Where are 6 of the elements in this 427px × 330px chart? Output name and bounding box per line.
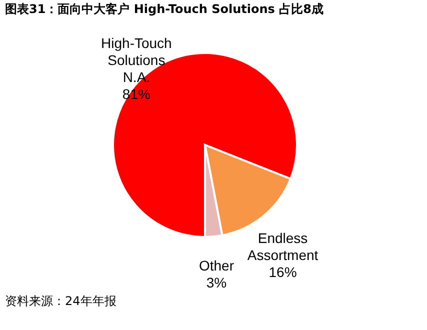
slice-label: Other — [198, 257, 234, 274]
slice-label: Endless Assortment — [247, 230, 318, 264]
data-label: 16% — [268, 264, 297, 280]
data-label: 3% — [206, 274, 227, 290]
chart-title: 图表31：面向中大客户 High-Touch Solutions 占比8成 — [5, 2, 324, 16]
text: 资料来源：24年年报 — [5, 294, 116, 308]
